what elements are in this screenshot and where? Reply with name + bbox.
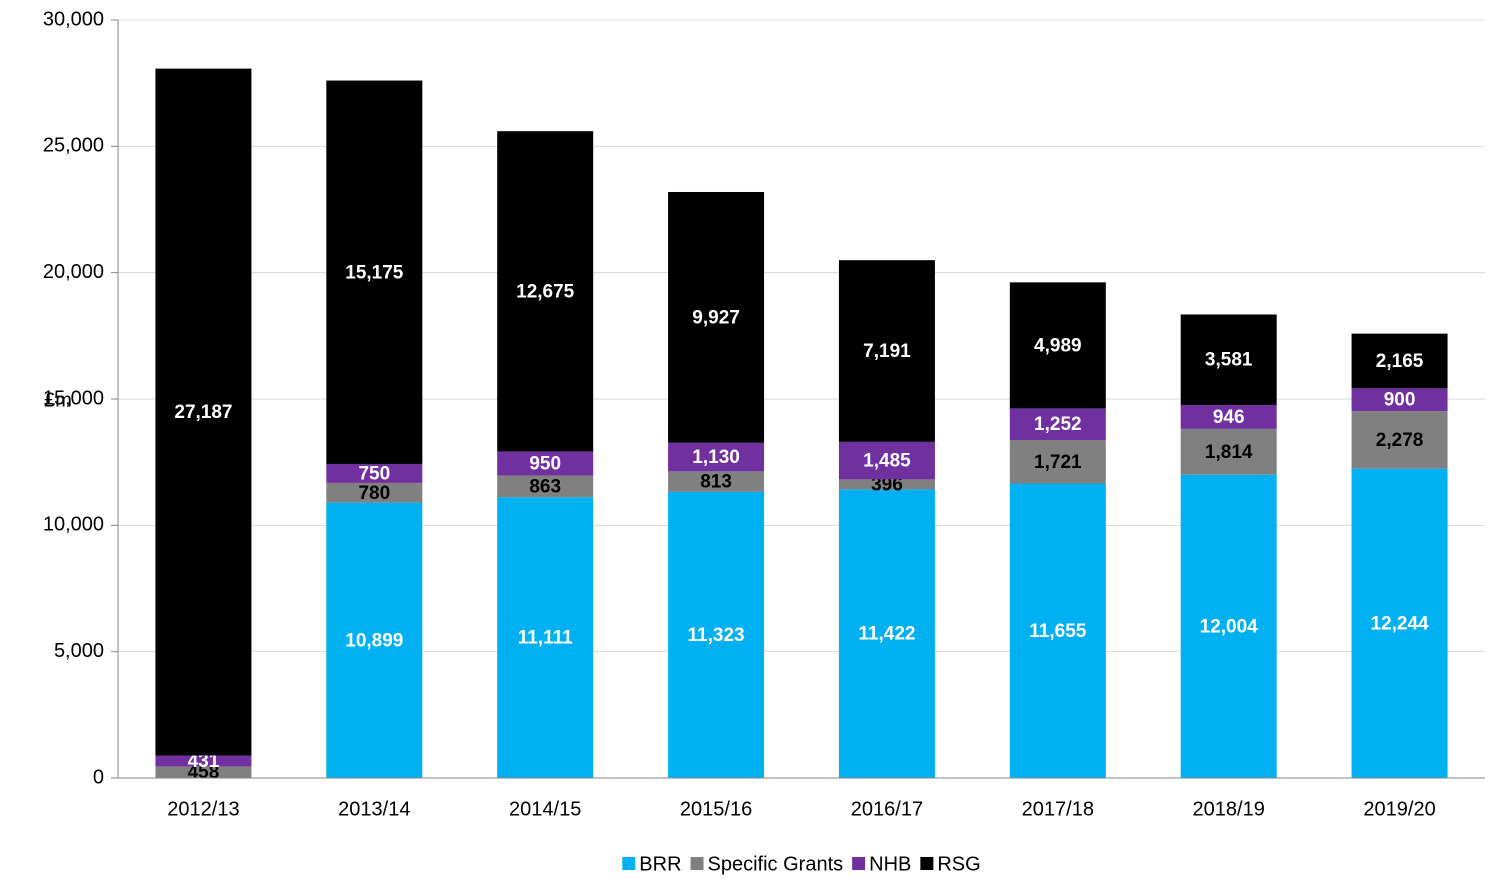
- bar-segment: [668, 442, 765, 472]
- y-tick-label: 0: [93, 766, 104, 788]
- data-label: 1,721: [1034, 452, 1082, 473]
- y-tick-label: 30,000: [43, 8, 104, 30]
- data-label: 3,581: [1205, 350, 1253, 371]
- bar-segment: [1180, 314, 1277, 405]
- legend-label: NHB: [869, 853, 911, 875]
- y-tick-label: 15,000: [43, 387, 104, 409]
- bar-segment: [1009, 282, 1106, 409]
- x-tick-label: 2019/20: [1363, 798, 1435, 820]
- data-label: 11,422: [858, 624, 915, 645]
- x-tick-label: 2017/18: [1022, 798, 1094, 820]
- data-label: 396: [871, 474, 903, 495]
- data-label: 946: [1213, 407, 1245, 428]
- data-label: 4,989: [1034, 335, 1082, 356]
- bar-segment: [668, 191, 765, 443]
- data-label: 900: [1384, 390, 1416, 411]
- data-label: 1,485: [863, 451, 911, 472]
- bar-segment: [1351, 388, 1448, 412]
- bar-segment: [326, 463, 423, 483]
- y-tick-label: 5,000: [54, 640, 104, 662]
- bar-segment: [668, 491, 765, 778]
- y-tick-label: 25,000: [43, 135, 104, 157]
- legend-swatch: [622, 857, 636, 870]
- y-axis-label: £m: [44, 389, 72, 411]
- x-tick-label: 2014/15: [509, 798, 581, 820]
- data-label: 9,927: [692, 307, 740, 328]
- bar-segment: [497, 475, 594, 498]
- bar-segment: [838, 260, 935, 442]
- data-label: 813: [700, 472, 732, 493]
- bar-segment: [1351, 468, 1448, 778]
- x-tick-label: 2012/13: [167, 798, 239, 820]
- bar-segment: [155, 68, 252, 756]
- bar-segment: [326, 482, 423, 503]
- bar-segment: [497, 497, 594, 778]
- bar-segment: [326, 502, 423, 778]
- bar-segment: [838, 479, 935, 490]
- data-label: 780: [358, 483, 390, 504]
- data-label: 1,814: [1205, 442, 1253, 463]
- legend-swatch: [690, 857, 704, 870]
- bar-segment: [497, 451, 594, 476]
- y-tick-label: 10,000: [43, 514, 104, 536]
- x-tick-label: 2016/17: [851, 798, 923, 820]
- bar-segment: [1351, 333, 1448, 389]
- bar-segment: [497, 131, 594, 452]
- bar-segment: [668, 471, 765, 492]
- bar-segment: [1180, 474, 1277, 778]
- bar-segment: [326, 80, 423, 464]
- x-tick-label: 2015/16: [680, 798, 752, 820]
- data-label: 12,675: [516, 281, 575, 302]
- data-label: 10,899: [345, 630, 403, 651]
- data-label: 15,175: [345, 262, 404, 283]
- data-label: 1,130: [692, 447, 740, 468]
- data-label: 2,165: [1376, 351, 1424, 372]
- data-label: 1,252: [1034, 414, 1082, 435]
- bar-segment: [838, 441, 935, 480]
- bar-segment: [155, 766, 252, 778]
- bar-segment: [838, 489, 935, 778]
- data-label: 750: [358, 463, 390, 484]
- data-label: 12,004: [1200, 616, 1259, 637]
- data-label: 950: [529, 453, 561, 474]
- legend-label: Specific Grants: [708, 853, 844, 875]
- x-tick-label: 2013/14: [338, 798, 410, 820]
- data-label: 11,323: [688, 625, 745, 646]
- data-label: 11,111: [518, 628, 573, 649]
- data-label: 2,278: [1376, 430, 1424, 451]
- bar-segment: [1180, 428, 1277, 475]
- bar-segment: [1009, 440, 1106, 484]
- data-label: 431: [188, 751, 220, 772]
- data-label: 27,187: [174, 402, 232, 423]
- bar-segment: [1009, 408, 1106, 441]
- legend-label: RSG: [937, 853, 980, 875]
- bar-segment: [1009, 483, 1106, 778]
- data-label: 11,655: [1029, 621, 1086, 642]
- data-label: 863: [529, 476, 561, 497]
- bar-segment: [1351, 411, 1448, 469]
- x-tick-label: 2018/19: [1193, 798, 1265, 820]
- data-label: 12,244: [1371, 613, 1430, 634]
- bar-segment: [1180, 404, 1277, 429]
- legend-swatch: [920, 857, 934, 870]
- y-tick-label: 20,000: [43, 261, 104, 283]
- bar-segment: [155, 755, 252, 767]
- legend-swatch: [852, 857, 866, 870]
- data-label: 7,191: [863, 341, 911, 362]
- legend-label: BRR: [639, 853, 681, 875]
